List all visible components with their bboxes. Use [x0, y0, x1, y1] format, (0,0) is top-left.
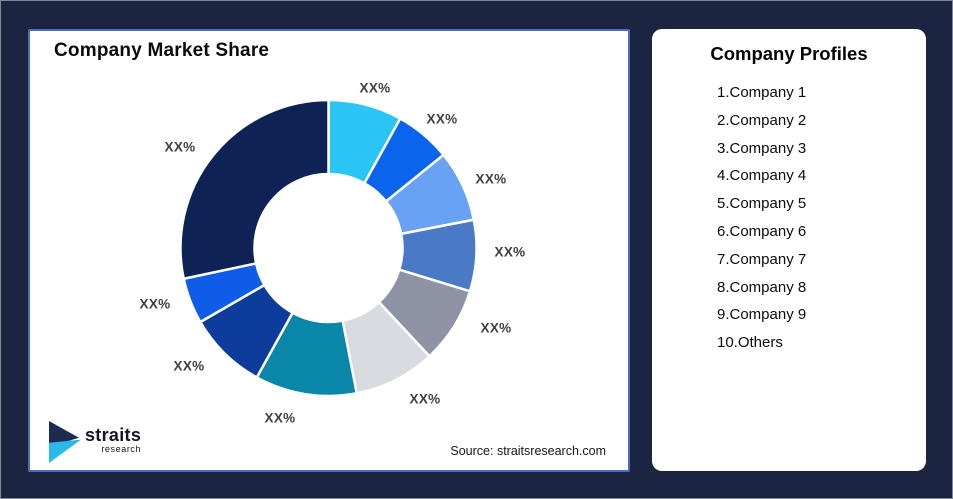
- profile-item: 5.Company 5: [717, 195, 807, 213]
- segment-label-8: XX%: [173, 358, 205, 374]
- segment-label-6: XX%: [409, 391, 441, 407]
- source-text: Source: straitsresearch.com: [450, 444, 606, 458]
- profile-item: 6.Company 6: [717, 222, 807, 240]
- segment-label-1: XX%: [359, 80, 391, 96]
- segment-label-3: XX%: [475, 171, 507, 187]
- profile-item: 10.Others: [717, 334, 783, 352]
- donut-segment-10: [179, 98, 330, 281]
- profile-item: 9.Company 9: [717, 306, 807, 324]
- donut-chart: [179, 98, 478, 398]
- profile-item: 2.Company 2: [717, 111, 807, 129]
- profile-item: 3.Company 3: [717, 139, 807, 157]
- segment-label-9: XX%: [139, 296, 171, 312]
- profile-item: 7.Company 7: [717, 250, 807, 268]
- segment-label-5: XX%: [480, 320, 512, 336]
- logo-research-text: research: [101, 444, 142, 454]
- chart-title: Company Market Share: [54, 40, 270, 61]
- market-share-chart-card: Company Market Share XX% XX% XX% XX% XX%…: [28, 29, 630, 472]
- segment-label-2: XX%: [426, 111, 458, 127]
- profiles-list: 1.Company 1 2.Company 2 3.Company 3 4.Compa…: [717, 85, 806, 351]
- segment-label-10: XX%: [164, 139, 196, 155]
- logo-text: straits research: [85, 426, 141, 454]
- profiles-title: Company Profiles: [710, 43, 868, 64]
- profile-item: 4.Company 4: [717, 167, 807, 185]
- logo-straits-text: straits: [85, 425, 142, 445]
- profile-item: 8.Company 8: [717, 278, 807, 296]
- profile-item: 1.Company 1: [717, 84, 807, 101]
- segment-label-7: XX%: [264, 410, 296, 426]
- straits-research-logo: straits research: [49, 421, 141, 463]
- company-profiles-card: Company Profiles 1.Company 1 2.Company 2 3…: [652, 29, 926, 471]
- segment-label-4: XX%: [494, 244, 526, 260]
- logo-arrow-icon: [49, 421, 82, 463]
